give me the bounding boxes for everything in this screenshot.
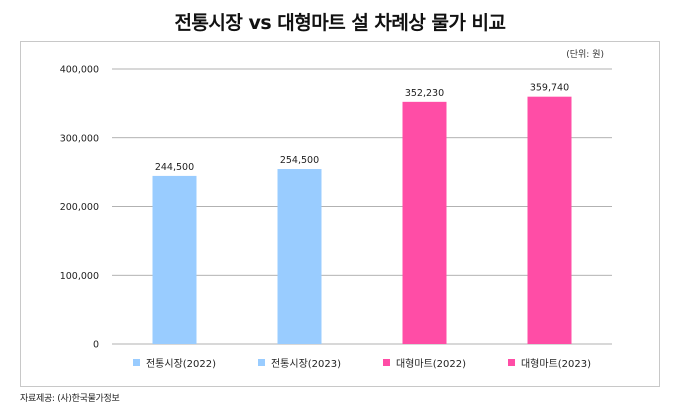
y-tick-label: 200,000: [60, 202, 99, 213]
legend-label: 전통시장(2023): [270, 359, 342, 370]
legend-swatch: [382, 359, 390, 366]
legend-swatch: [132, 359, 140, 366]
legend-label: 대형마트(2023): [520, 359, 592, 370]
bar-value-label: 254,500: [280, 155, 319, 166]
bar: [527, 96, 572, 345]
legend-swatch: [507, 359, 515, 366]
bar-value-label: 244,500: [155, 162, 194, 173]
legend-item: 대형마트(2022): [382, 355, 467, 370]
legend-label: 대형마트(2022): [395, 359, 467, 370]
bar-value-label: 352,230: [405, 88, 444, 99]
y-tick-label: 400,000: [60, 65, 99, 76]
bar-value-label: 359,740: [530, 83, 569, 94]
legend-label: 전통시장(2022): [145, 359, 217, 370]
unit-label: (단위: 원): [566, 50, 604, 60]
legend-item: 전통시장(2022): [132, 355, 217, 370]
bar: [402, 101, 447, 344]
y-tick-label: 300,000: [60, 133, 99, 144]
chart-frame: [20, 41, 660, 387]
legend-swatch: [257, 359, 265, 366]
y-tick-label: 100,000: [60, 271, 99, 282]
bar: [277, 169, 322, 344]
chart-title: 전통시장 vs 대형마트 설 차례상 물가 비교: [174, 12, 506, 34]
y-tick-label: 0: [93, 340, 99, 351]
legend: 전통시장(2022) 전통시장(2023) 대형마트(2022) 대형마트(2023): [0, 355, 680, 375]
legend-item: 대형마트(2023): [507, 355, 592, 370]
bar: [152, 175, 197, 344]
legend-item: 전통시장(2023): [257, 355, 342, 370]
source-credit: 자료제공: (사)한국물가정보: [20, 394, 120, 404]
